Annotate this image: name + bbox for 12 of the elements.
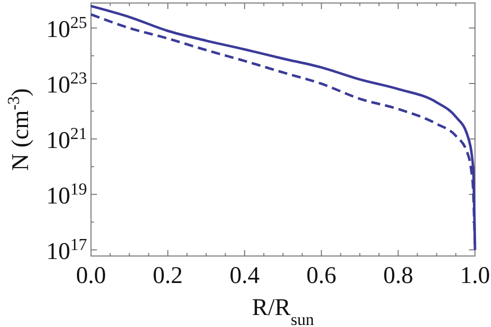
y-tick-label: 10$^{17}$ bbox=[46, 234, 87, 265]
x-tick-label: 0.8 bbox=[383, 263, 414, 289]
x-tick-label: 0.2 bbox=[152, 263, 183, 289]
x-tick-label: 0.6 bbox=[306, 263, 336, 289]
x-tick-label: 0.0 bbox=[76, 263, 106, 289]
y-tick-label: 10$^{23}$ bbox=[46, 68, 87, 98]
y-tick-label: 10$^{25}$ bbox=[46, 12, 87, 44]
x-tick-label: 1.0 bbox=[460, 263, 490, 289]
x-tick-label: 0.4 bbox=[230, 263, 260, 289]
y-tick-label: 10$^{19}$ bbox=[46, 178, 87, 210]
y-tick-label: 10$^{21}$ bbox=[46, 123, 87, 154]
x-axis-title: R/R$_{sun}$ bbox=[252, 295, 315, 327]
